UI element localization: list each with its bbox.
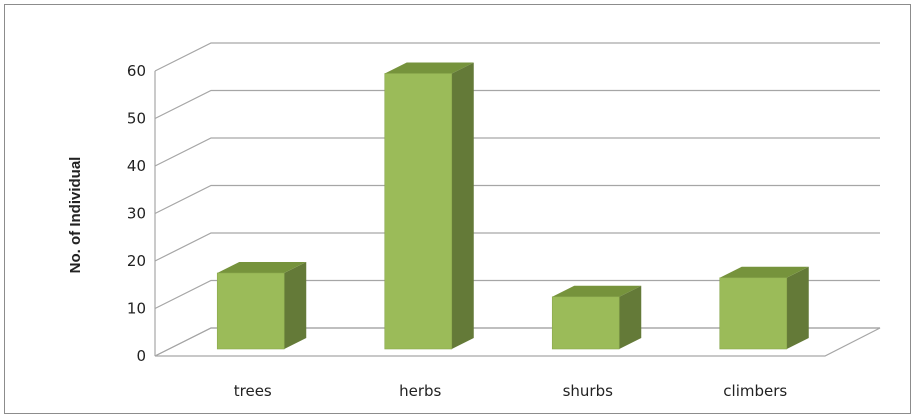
bar-front	[719, 277, 788, 350]
y-tick-label: 40	[127, 157, 146, 175]
bar-top	[217, 262, 307, 273]
bar-side	[284, 262, 307, 349]
chart-floor	[154, 71, 881, 357]
y-axis-ticks: 0 10 20 30 40 50 60	[127, 62, 146, 365]
y-tick-label: 0	[136, 347, 146, 365]
bar-side	[451, 62, 474, 349]
bar-top	[552, 285, 642, 297]
y-tick-label: 10	[127, 300, 146, 318]
bar-front	[551, 296, 620, 350]
y-tick-label: 60	[127, 62, 146, 80]
bar-shurbs	[551, 285, 642, 350]
bar-trees	[216, 262, 307, 350]
bar-top	[719, 266, 809, 278]
y-axis-label: No. of Individual	[67, 157, 84, 274]
gridline	[154, 184, 880, 215]
y-tick-label: 50	[127, 110, 146, 128]
bar-climbers	[719, 266, 809, 350]
x-axis-labels: trees herbs shurbs climbers	[234, 382, 788, 400]
x-tick-label: shurbs	[563, 382, 614, 400]
bar-front	[384, 73, 453, 350]
gridline	[154, 279, 880, 310]
gridline	[154, 232, 880, 262]
y-tick-label: 30	[127, 205, 146, 223]
gridline	[154, 89, 880, 120]
gridline	[154, 42, 880, 72]
bar-side	[619, 285, 642, 349]
x-tick-label: trees	[234, 382, 272, 400]
x-tick-label: climbers	[723, 382, 787, 400]
bar-side	[786, 266, 809, 349]
bar-front	[216, 272, 285, 350]
x-tick-label: herbs	[399, 382, 441, 400]
gridline	[154, 137, 880, 167]
y-tick-label: 20	[127, 252, 146, 270]
floor-outline	[154, 327, 881, 357]
bar-top	[384, 62, 474, 74]
bar-herbs	[384, 62, 474, 350]
bars	[216, 62, 809, 350]
